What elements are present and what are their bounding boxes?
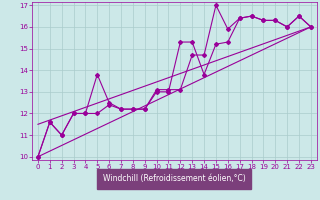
X-axis label: Windchill (Refroidissement éolien,°C): Windchill (Refroidissement éolien,°C) — [103, 174, 246, 183]
